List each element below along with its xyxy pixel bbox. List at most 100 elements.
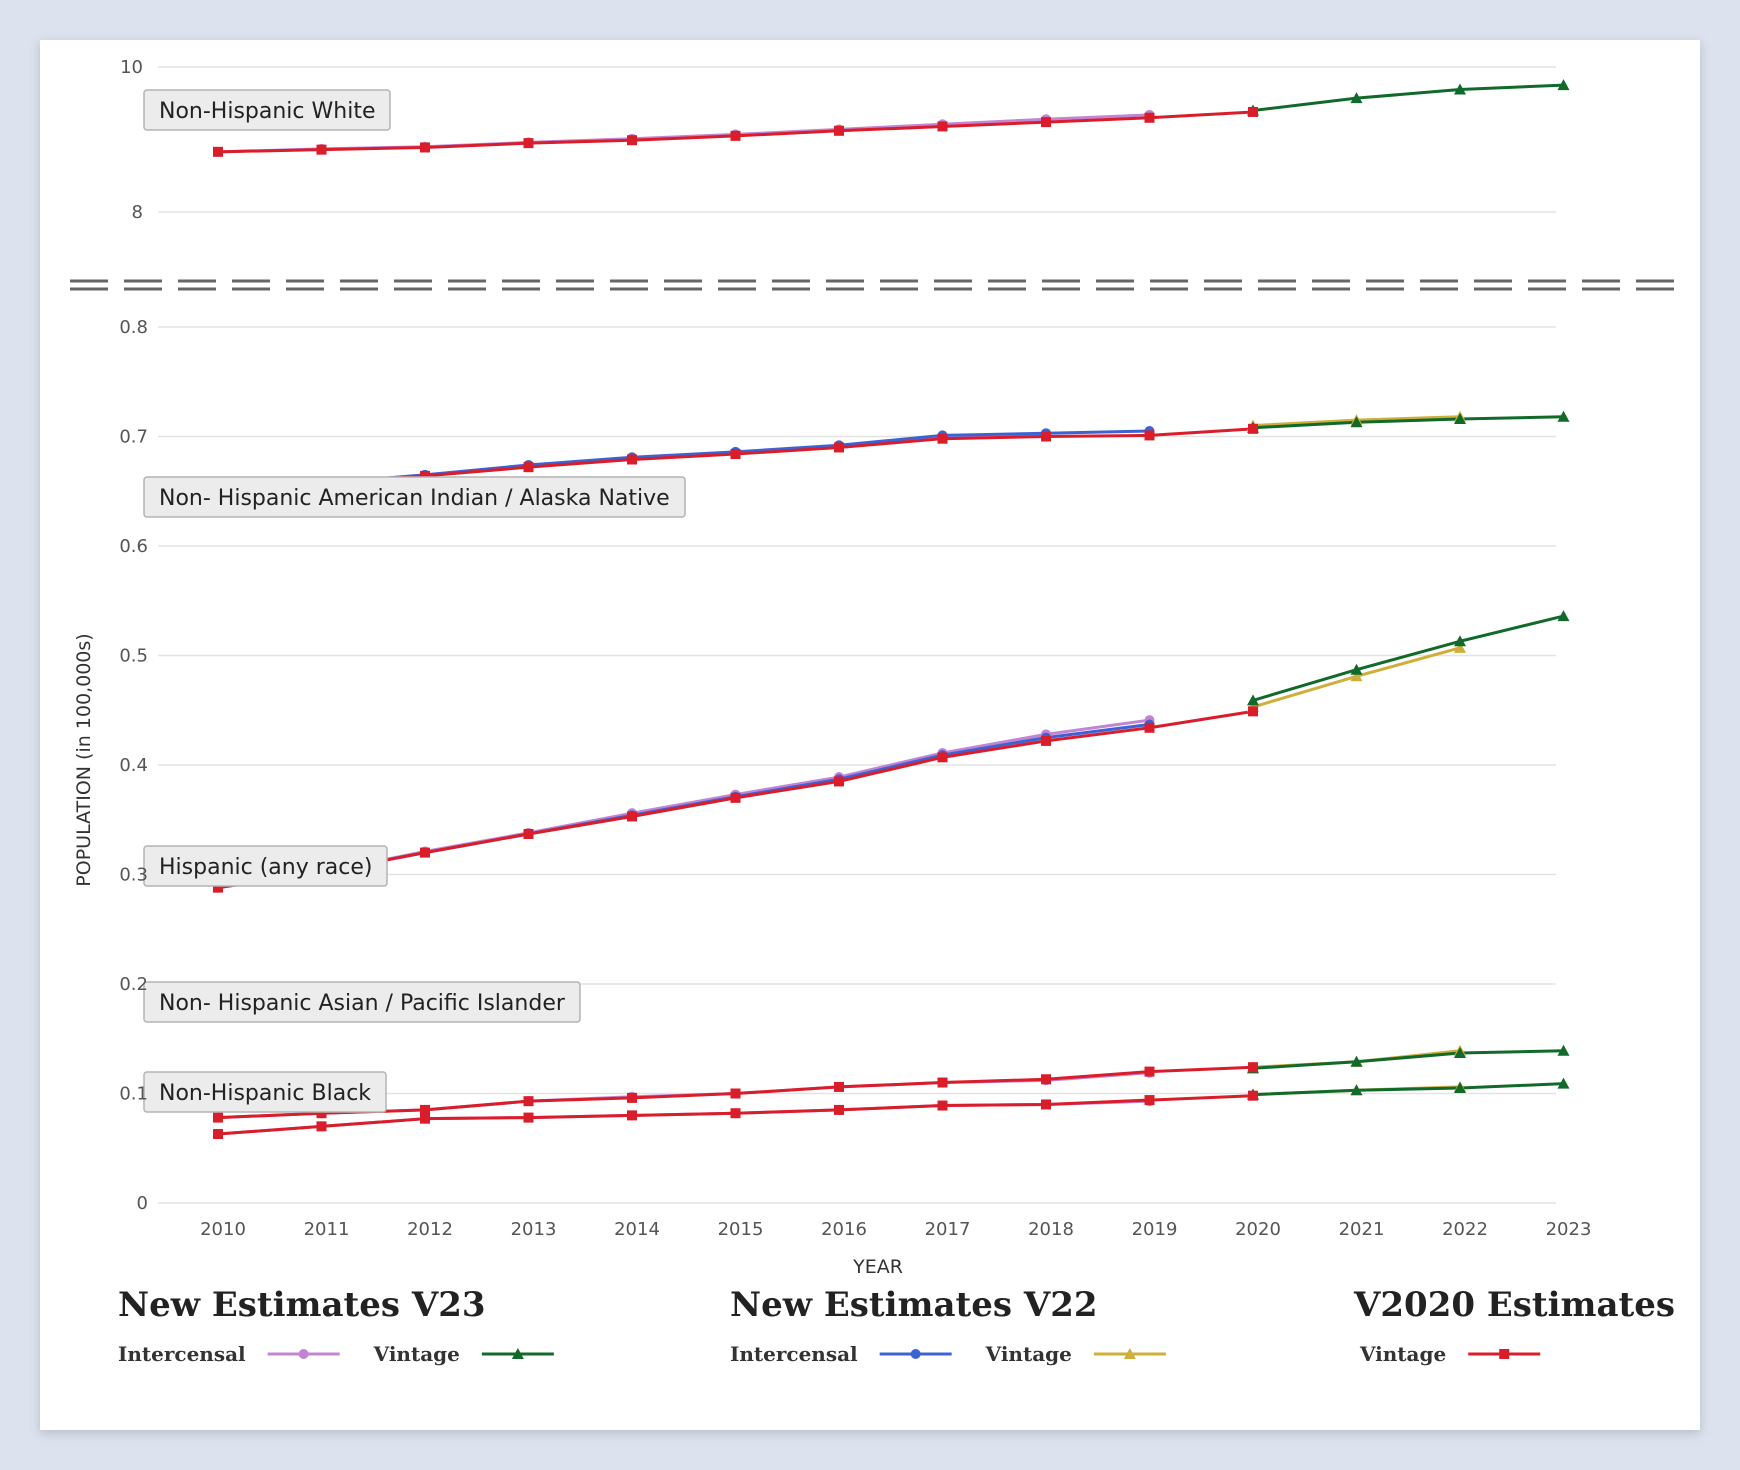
data-point-non-hispanic-asian-pacific-islander-v2020-vintage-2017	[937, 1077, 948, 1088]
group-label-text: Non- Hispanic Asian / Pacific Islander	[159, 991, 566, 1016]
data-point-non-hispanic-white-v23-vintage-2021	[1350, 92, 1363, 104]
data-point-non-hispanic-american-indian-alaska-native-v2020-vintage-2013	[523, 462, 534, 473]
x-tick-label: 2020	[1235, 1219, 1281, 1240]
data-point-non-hispanic-white-v2020-vintage-2015	[730, 130, 741, 141]
data-point-non-hispanic-asian-pacific-islander-v23-vintage-2021	[1350, 1055, 1363, 1067]
data-point-hispanic-any-race-v23-vintage-2021	[1350, 663, 1363, 675]
x-tick-label: 2013	[511, 1219, 557, 1240]
data-point-non-hispanic-white-v23-vintage-2022	[1454, 83, 1466, 95]
legend-group-v23: New Estimates V23 Intercensal Vintage	[118, 1285, 554, 1366]
data-point-non-hispanic-asian-pacific-islander-v2020-vintage-2019	[1144, 1066, 1155, 1077]
data-point-non-hispanic-black-v23-vintage-2023	[1557, 1077, 1570, 1089]
group-label-box	[143, 845, 388, 887]
legend-item-v2020-vintage: Vintage	[1359, 1342, 1541, 1366]
legend-swatch-marker	[511, 1348, 524, 1359]
data-point-non-hispanic-white-v2020-vintage-2017	[937, 121, 948, 132]
data-point-hispanic-any-race-v22-vintage-2021	[1350, 670, 1363, 682]
data-point-non-hispanic-american-indian-alaska-native-v2020-vintage-2015	[730, 449, 741, 460]
data-point-non-hispanic-black-v23-vintage-2022	[1454, 1082, 1466, 1094]
legend-swatch-marker	[1123, 1348, 1136, 1359]
data-point-non-hispanic-white-v2020-vintage-2010	[213, 146, 223, 157]
series-line-non-hispanic-white-v23-vintage	[1252, 83, 1564, 112]
y-tick-label: 0.3	[119, 865, 148, 886]
data-point-non-hispanic-american-indian-alaska-native-v2020-vintage-2018	[1041, 431, 1051, 442]
x-tick-label: 2014	[614, 1219, 660, 1240]
data-point-non-hispanic-american-indian-alaska-native-v2020-vintage-2016	[834, 442, 844, 453]
data-point-non-hispanic-black-v2020-vintage-2013	[523, 1112, 534, 1123]
legend-group-v2020: V2020 Estimates Vintage	[1353, 1285, 1675, 1366]
legend-item-v23-vintage: Vintage	[373, 1342, 554, 1366]
data-point-non-hispanic-black-v2020-vintage-2016	[834, 1104, 844, 1115]
data-point-hispanic-any-race-v2020-vintage-2019	[1144, 722, 1155, 733]
y-tick-label: 0.7	[119, 427, 148, 448]
data-point-non-hispanic-white-v2020-vintage-2019	[1144, 112, 1155, 123]
data-point-non-hispanic-american-indian-alaska-native-v2020-vintage-2012	[420, 470, 430, 481]
data-point-non-hispanic-black-v23-vintage-2021	[1350, 1084, 1363, 1096]
group-label-box	[143, 89, 391, 131]
series-line-non-hispanic-asian-pacific-islander-v23-vintage	[1252, 1049, 1564, 1070]
x-tick-label: 2011	[304, 1219, 350, 1240]
legend-item-label: Intercensal	[118, 1342, 246, 1366]
x-tick-label: 2021	[1339, 1219, 1385, 1240]
legend-heading: New Estimates V23	[118, 1285, 486, 1325]
data-point-non-hispanic-white-v2020-vintage-2013	[523, 138, 534, 149]
data-point-non-hispanic-asian-pacific-islander-v2020-vintage-2020	[1248, 1062, 1258, 1073]
series-line-non-hispanic-american-indian-alaska-native-v23-vintage	[1252, 415, 1564, 430]
data-point-non-hispanic-white-v2020-vintage-2016	[834, 125, 844, 136]
x-tick-label: 2023	[1546, 1219, 1592, 1240]
data-point-non-hispanic-white-v2020-vintage-2020	[1248, 106, 1258, 117]
group-label-non-hispanic-black: Non-Hispanic Black	[143, 1071, 387, 1113]
data-point-non-hispanic-black-v2020-vintage-2012	[420, 1113, 430, 1124]
x-tick-label: 2015	[718, 1219, 764, 1240]
data-point-hispanic-any-race-v2020-vintage-2012	[420, 847, 430, 858]
group-label-box	[143, 981, 581, 1023]
y-tick-label: 0.4	[119, 755, 148, 776]
data-point-non-hispanic-black-v2020-vintage-2018	[1041, 1099, 1051, 1110]
data-point-hispanic-any-race-v2020-vintage-2015	[730, 792, 741, 803]
data-point-hispanic-any-race-v2020-vintage-2016	[834, 776, 844, 787]
legend-item-label: Vintage	[1359, 1342, 1446, 1366]
data-point-non-hispanic-asian-pacific-islander-v23-vintage-2023	[1557, 1044, 1570, 1056]
data-point-non-hispanic-asian-pacific-islander-v2020-vintage-2018	[1041, 1074, 1051, 1085]
legend-group-v22: New Estimates V22 Intercensal Vintage	[730, 1285, 1166, 1366]
data-point-non-hispanic-black-v2020-vintage-2017	[937, 1100, 948, 1111]
x-tick-label: 2022	[1442, 1219, 1488, 1240]
y-tick-label: 0.1	[119, 1084, 148, 1105]
data-point-non-hispanic-white-v2020-vintage-2011	[316, 144, 327, 155]
group-label-text: Non-Hispanic Black	[159, 1081, 371, 1106]
group-label-non-hispanic-asian-pacific-islander: Non- Hispanic Asian / Pacific Islander	[143, 981, 581, 1023]
series-line-non-hispanic-black-v23-vintage	[1252, 1082, 1564, 1097]
group-label-non-hispanic-american-indian-alaska-native: Non- Hispanic American Indian / Alaska N…	[143, 476, 686, 518]
group-label-text: Non- Hispanic American Indian / Alaska N…	[159, 486, 670, 511]
data-point-non-hispanic-white-v2020-vintage-2018	[1041, 117, 1051, 128]
chart-card: Non-Hispanic White Non- Hispanic American…	[40, 40, 1700, 1430]
data-point-hispanic-any-race-v23-vintage-2022	[1454, 635, 1466, 647]
population-line-chart: Non-Hispanic White Non- Hispanic American…	[70, 57, 1675, 1366]
data-point-non-hispanic-asian-pacific-islander-v2020-vintage-2016	[834, 1081, 844, 1092]
legend-swatch-marker	[298, 1349, 309, 1359]
data-point-non-hispanic-asian-pacific-islander-v2020-vintage-2012	[420, 1104, 430, 1115]
data-point-non-hispanic-black-v2020-vintage-2020	[1248, 1090, 1258, 1101]
data-point-non-hispanic-asian-pacific-islander-v23-vintage-2022	[1454, 1046, 1466, 1058]
data-point-non-hispanic-black-v2020-vintage-2010	[213, 1129, 223, 1140]
data-point-non-hispanic-black-v2020-vintage-2015	[730, 1108, 741, 1119]
group-label-hispanic-any-race: Hispanic (any race)	[143, 845, 388, 887]
data-point-hispanic-any-race-v2020-vintage-2010	[213, 882, 223, 893]
legend-swatch-marker	[1499, 1349, 1510, 1359]
data-point-non-hispanic-white-v23-vintage-2023	[1557, 79, 1570, 91]
data-point-hispanic-any-race-v2020-vintage-2018	[1041, 735, 1051, 746]
data-point-non-hispanic-asian-pacific-islander-v2020-vintage-2010	[213, 1112, 223, 1123]
legend-item-v22-vintage: Vintage	[985, 1342, 1166, 1366]
data-point-non-hispanic-american-indian-alaska-native-v2020-vintage-2019	[1144, 430, 1155, 441]
data-point-non-hispanic-american-indian-alaska-native-v2020-vintage-2017	[937, 433, 948, 444]
data-point-non-hispanic-asian-pacific-islander-v2020-vintage-2011	[316, 1108, 327, 1119]
data-point-non-hispanic-black-v2020-vintage-2011	[316, 1121, 327, 1132]
x-tick-label: 2017	[925, 1219, 971, 1240]
data-point-non-hispanic-american-indian-alaska-native-v2020-vintage-2014	[627, 454, 637, 465]
x-tick-label: 2019	[1132, 1219, 1178, 1240]
data-point-non-hispanic-black-v2020-vintage-2019	[1144, 1095, 1155, 1106]
data-point-non-hispanic-black-v2020-vintage-2014	[627, 1110, 637, 1121]
data-point-non-hispanic-american-indian-alaska-native-v2020-vintage-2020	[1248, 423, 1258, 434]
y-tick-label: 0.2	[119, 974, 148, 995]
y-tick-label: 8	[132, 202, 143, 223]
